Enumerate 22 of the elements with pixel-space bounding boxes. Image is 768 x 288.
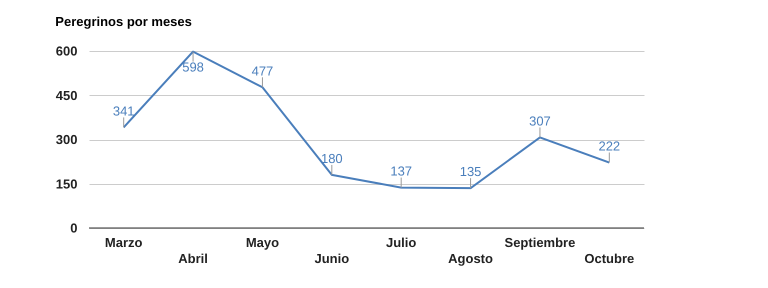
- x-tick-label: Julio: [386, 235, 416, 250]
- y-tick-label: 300: [56, 132, 78, 147]
- data-label: 135: [460, 164, 482, 180]
- y-tick-label: 150: [56, 176, 78, 192]
- data-label: 137: [390, 164, 412, 179]
- data-label: 341: [112, 103, 135, 118]
- data-label: 598: [182, 60, 204, 75]
- x-tick-label: Abril: [178, 251, 208, 266]
- x-tick-label: Octubre: [584, 251, 634, 266]
- x-tick-label: Marzo: [104, 235, 143, 250]
- data-label: 222: [598, 138, 620, 154]
- x-tick-label: Mayo: [246, 235, 280, 250]
- y-tick-label: 450: [56, 88, 78, 103]
- y-tick-label: 600: [56, 44, 78, 58]
- x-tick-label: Agosto: [448, 251, 493, 266]
- y-tick-label: 0: [70, 220, 78, 236]
- data-label: 307: [529, 113, 551, 128]
- data-label: 180: [320, 150, 343, 166]
- x-tick-label: Septiembre: [504, 235, 576, 250]
- chart-title: Peregrinos por meses: [55, 14, 192, 29]
- data-label: 477: [252, 63, 274, 78]
- x-tick-label: Junio: [314, 251, 350, 266]
